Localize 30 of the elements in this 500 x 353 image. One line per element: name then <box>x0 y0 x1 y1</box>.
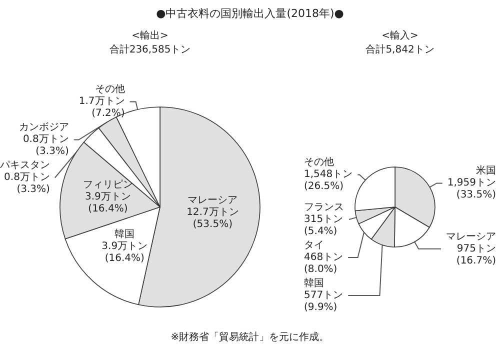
data-label: 3.9万トン (16.4%) <box>102 240 148 264</box>
data-label: 1.7万トン (7.2%) <box>78 96 125 120</box>
slice-label: マレーシア <box>188 195 238 206</box>
slice-label: 韓国 <box>304 277 324 290</box>
slice-label: 韓国 <box>114 228 135 240</box>
data-label: 3.9万トン (16.4%) <box>85 191 131 214</box>
data-label: 577トン (9.9%) <box>304 290 344 314</box>
chart-subtitle: 合計5,842トン <box>366 44 434 56</box>
slice-label: マレーシア <box>446 231 496 242</box>
data-label: 1,548トン (26.5%) <box>304 169 353 192</box>
data-label: 12.7万トン (53.5%) <box>186 207 239 230</box>
chart-subtitle: 合計236,585トン <box>109 44 191 56</box>
data-label: 0.8万トン (3.3%) <box>22 134 69 158</box>
data-label: 0.8万トン (3.3%) <box>4 172 50 196</box>
slice-label: パキスタン <box>0 160 50 172</box>
text: ●中古衣料の国別輸出入量(2018年)● <box>155 6 345 21</box>
slice-label: フランス <box>304 202 344 214</box>
slice-label: タイ <box>304 240 324 252</box>
data-label: 975トン (16.7%) <box>456 243 496 266</box>
data-label: 315トン (5.4%) <box>304 214 344 238</box>
slice-label: 米国 <box>476 164 496 177</box>
slice-label: その他 <box>304 156 334 168</box>
chart-title: <輸出> <box>132 30 168 42</box>
slice-label: その他 <box>94 83 125 96</box>
slice-label: フィリピン <box>82 179 133 190</box>
data-label: 1,959トン (33.5%) <box>447 178 496 201</box>
text: ※財務省「貿易統計」を元に作成。 <box>170 330 330 344</box>
data-label: 468トン (8.0%) <box>304 252 344 276</box>
chart-title: <輸入> <box>382 30 418 42</box>
slice-label: カンボジア <box>18 122 69 134</box>
